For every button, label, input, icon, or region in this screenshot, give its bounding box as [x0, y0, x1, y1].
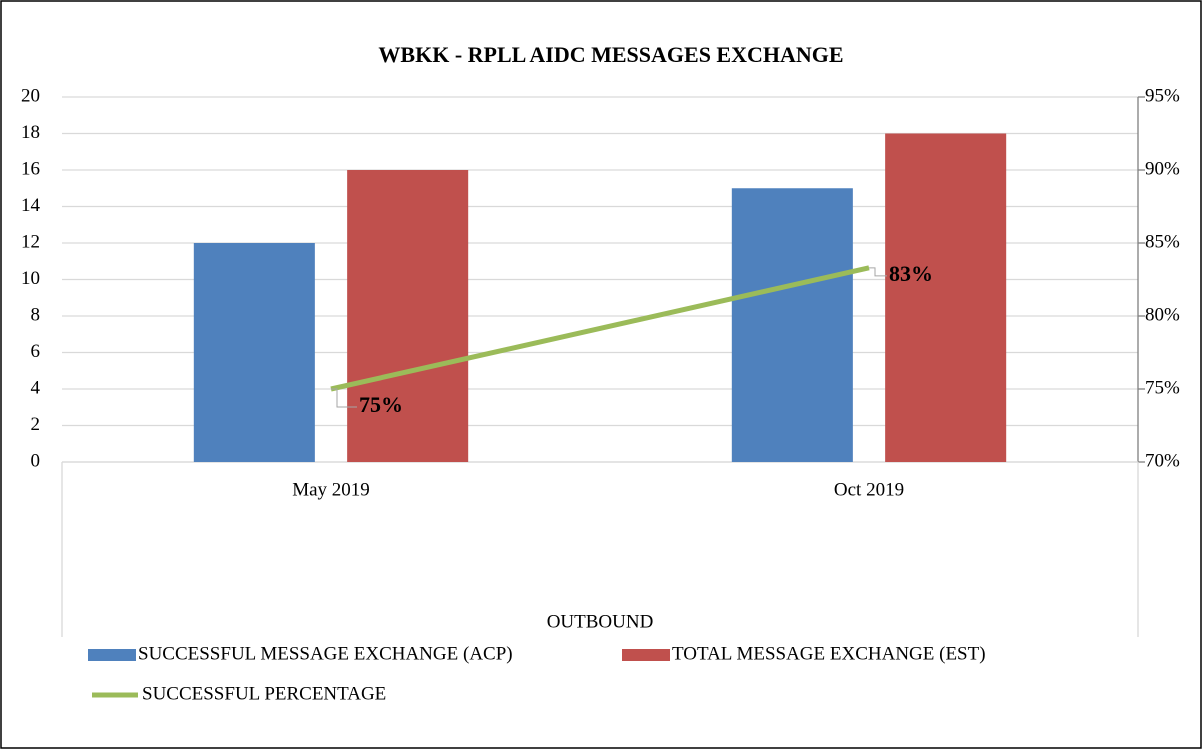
- chart-title: WBKK - RPLL AIDC MESSAGES EXCHANGE: [378, 42, 843, 67]
- x-axis-title: OUTBOUND: [547, 611, 654, 632]
- y-tick-label: 6: [31, 341, 41, 362]
- bar: [731, 188, 853, 462]
- bar: [347, 170, 469, 462]
- y-tick-label: 0: [31, 450, 41, 471]
- bar: [885, 133, 1007, 462]
- legend-label: TOTAL MESSAGE EXCHANGE (EST): [672, 643, 986, 664]
- y2-tick-label: 95%: [1145, 85, 1180, 106]
- data-label: 75%: [359, 392, 403, 417]
- legend-swatch: [88, 649, 136, 661]
- y-tick-label: 8: [31, 304, 41, 325]
- leader-line: [331, 388, 357, 408]
- y-tick-label: 2: [31, 414, 41, 435]
- y2-tick-label: 75%: [1145, 377, 1180, 398]
- legend-label: SUCCESSFUL PERCENTAGE: [142, 683, 386, 704]
- y2-tick-label: 70%: [1145, 450, 1180, 471]
- y-tick-label: 10: [21, 268, 40, 289]
- y2-tick-label: 85%: [1145, 231, 1180, 252]
- y-tick-label: 20: [21, 85, 40, 106]
- y-tick-label: 16: [21, 158, 40, 179]
- bar: [193, 243, 315, 462]
- line-series: [330, 265, 870, 392]
- legend-swatch: [622, 649, 670, 661]
- x-tick-label: May 2019: [292, 479, 370, 500]
- y2-tick-label: 90%: [1145, 158, 1180, 179]
- leader-line: [869, 267, 887, 277]
- y-tick-label: 12: [21, 231, 40, 252]
- x-tick-label: Oct 2019: [834, 479, 904, 500]
- y2-tick-label: 80%: [1145, 304, 1180, 325]
- data-label: 83%: [889, 261, 933, 286]
- legend-label: SUCCESSFUL MESSAGE EXCHANGE (ACP): [138, 643, 513, 664]
- y-tick-label: 18: [21, 122, 40, 143]
- y-tick-label: 14: [21, 195, 41, 216]
- y-tick-label: 4: [31, 377, 41, 398]
